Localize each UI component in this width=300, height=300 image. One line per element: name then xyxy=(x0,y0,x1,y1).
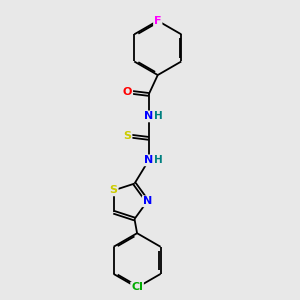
Text: H: H xyxy=(154,155,162,165)
Text: F: F xyxy=(154,16,161,26)
Text: O: O xyxy=(123,87,132,97)
Text: S: S xyxy=(110,185,118,195)
Text: N: N xyxy=(143,196,152,206)
Text: S: S xyxy=(124,131,131,141)
Text: Cl: Cl xyxy=(131,283,143,292)
Text: H: H xyxy=(154,111,162,122)
Text: N: N xyxy=(144,111,153,122)
Text: N: N xyxy=(144,155,153,165)
